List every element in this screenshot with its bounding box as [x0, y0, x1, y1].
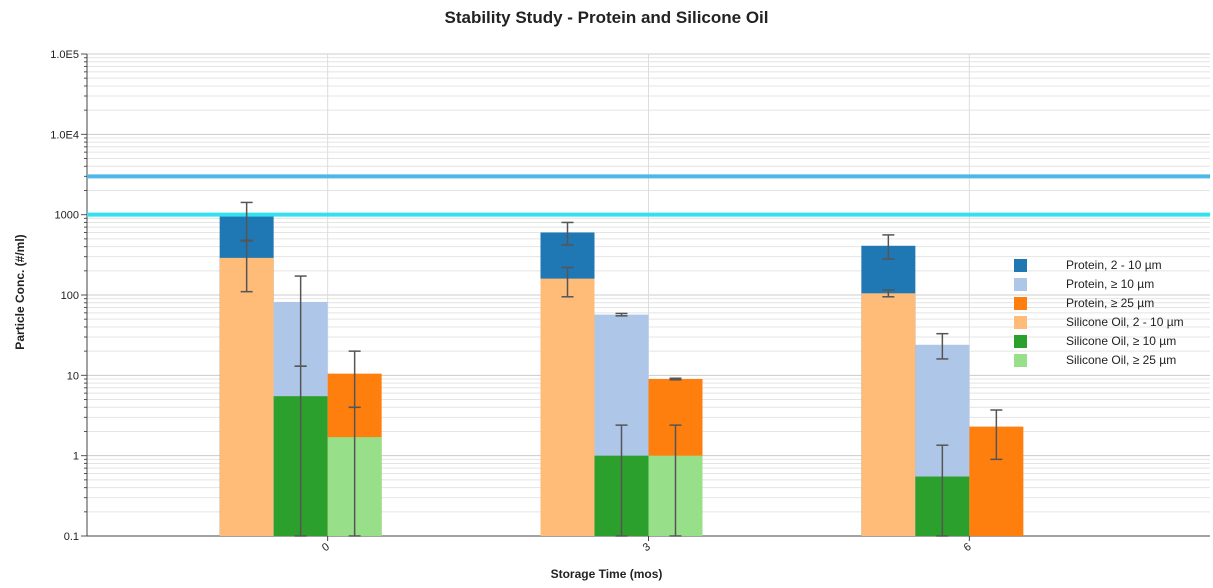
legend-label: Silicone Oil, ≥ 25 µm — [1066, 353, 1177, 367]
y-tick-label: 1 — [73, 451, 79, 463]
legend-item: Protein, ≥ 10 µm — [1014, 277, 1213, 291]
error-bars — [240, 201, 1003, 537]
legend-item: Protein, ≥ 25 µm — [1014, 296, 1213, 310]
legend-swatch — [1014, 354, 1027, 367]
chart-title: Stability Study - Protein and Silicone O… — [444, 8, 769, 27]
y-tick-label: 1000 — [55, 210, 79, 222]
bar — [861, 293, 916, 536]
y-tick-label: 0.1 — [64, 531, 79, 543]
legend-label: Silicone Oil, 2 - 10 µm — [1066, 315, 1184, 329]
legend-swatch — [1014, 316, 1027, 329]
y-axis-title: Particle Conc. (#/ml) — [13, 234, 27, 350]
y-tick-label: 1.0E5 — [50, 49, 79, 61]
legend-swatch — [1014, 278, 1027, 291]
y-tick-label: 10 — [67, 370, 79, 382]
legend-label: Protein, 2 - 10 µm — [1066, 258, 1162, 272]
legend-swatch — [1014, 335, 1027, 348]
x-tick-label: 3 — [641, 541, 653, 554]
legend-item: Silicone Oil, ≥ 10 µm — [1014, 334, 1213, 348]
y-tick-label: 1.0E4 — [50, 129, 79, 141]
reference-lines — [87, 174, 1210, 217]
y-tick-label: 100 — [61, 290, 79, 302]
legend-item: Silicone Oil, ≥ 25 µm — [1014, 353, 1213, 367]
legend-item: Protein, 2 - 10 µm — [1014, 258, 1213, 272]
legend-item: Silicone Oil, 2 - 10 µm — [1014, 315, 1213, 329]
bar — [219, 257, 274, 536]
x-axis-title: Storage Time (mos) — [550, 567, 663, 581]
legend-label: Protein, ≥ 10 µm — [1066, 277, 1155, 291]
x-tick-label: 6 — [962, 541, 974, 554]
legend-label: Silicone Oil, ≥ 10 µm — [1066, 334, 1177, 348]
tick-labels: 0.1 1 10 100 1000 1.0E4 1.0E5 0 3 6 — [50, 49, 973, 554]
legend-swatch — [1014, 259, 1027, 272]
bar — [540, 278, 595, 536]
legend-swatch — [1014, 297, 1027, 310]
x-tick-label: 0 — [320, 541, 332, 554]
legend-label: Protein, ≥ 25 µm — [1066, 296, 1155, 310]
